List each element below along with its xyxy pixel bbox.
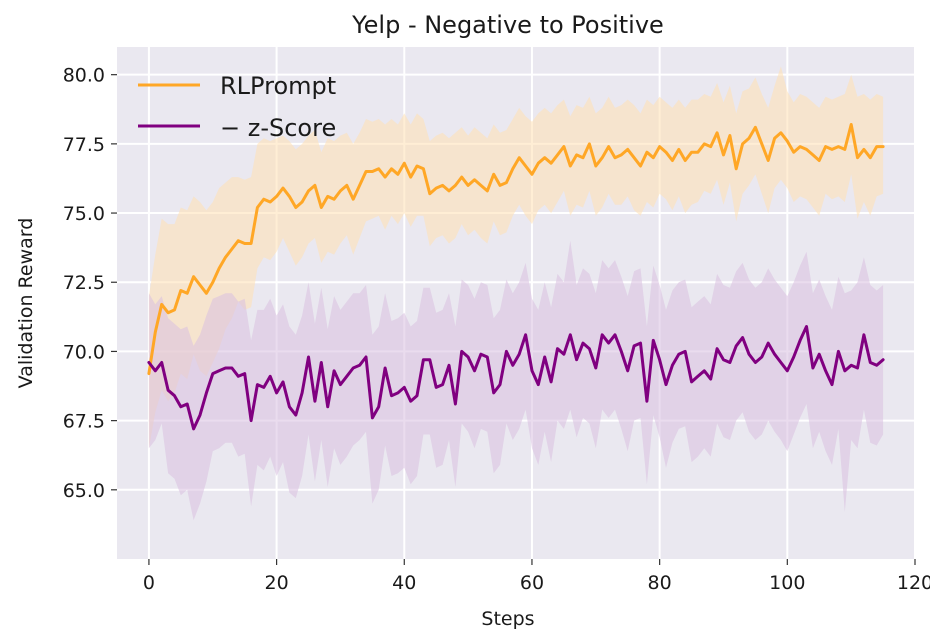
series-lines	[147, 123, 885, 431]
legend: RLPrompt − z-Score	[138, 72, 336, 142]
legend-label-z-score: − z-Score	[220, 114, 336, 142]
x-axis-ticks: 0 20 40 60 80 100 120	[143, 559, 930, 594]
y-tick-label: 70.0	[63, 341, 105, 363]
y-tick-label: 80.0	[63, 65, 105, 87]
x-tick-label: 120	[897, 572, 930, 594]
y-tick-label: 75.0	[63, 203, 105, 225]
x-axis-label: Steps	[481, 608, 534, 630]
confidence-bands	[148, 66, 884, 521]
x-tick-label: 20	[265, 572, 289, 594]
y-tick-label: 77.5	[63, 134, 105, 156]
x-tick-label: 40	[392, 572, 416, 594]
legend-label-rlprompt: RLPrompt	[220, 72, 336, 100]
confidence-band-0	[148, 66, 884, 449]
x-tick-label: 100	[769, 572, 805, 594]
y-tick-label: 65.0	[63, 480, 105, 502]
chart-title: Yelp - Negative to Positive	[351, 11, 664, 39]
x-tick-label: 80	[648, 572, 672, 594]
series-line-1	[147, 325, 885, 431]
y-axis-label: Validation Reward	[15, 218, 37, 389]
y-tick-label: 72.5	[63, 272, 105, 294]
series-line-0	[147, 123, 885, 376]
y-axis-ticks: 65.0 67.5 70.0 72.5 75.0 77.5 80.0	[63, 65, 117, 502]
x-tick-label: 0	[143, 572, 155, 594]
confidence-band-1	[148, 240, 884, 521]
y-tick-label: 67.5	[63, 411, 105, 433]
x-tick-label: 60	[520, 572, 544, 594]
